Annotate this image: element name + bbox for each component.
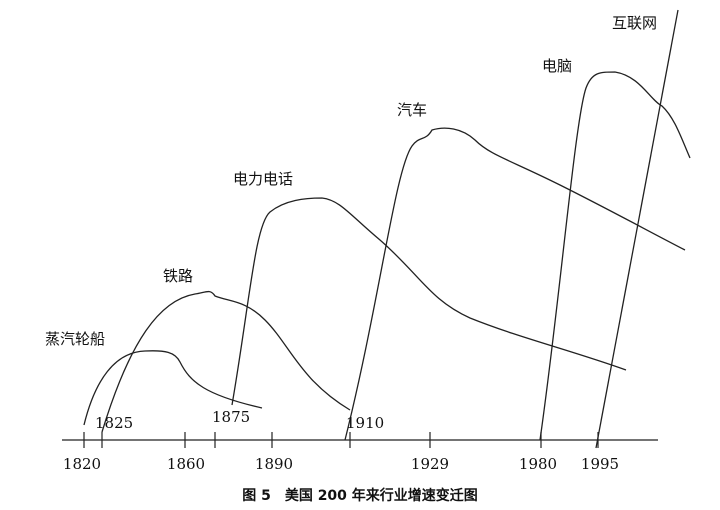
- curve-label: 互联网: [612, 14, 657, 32]
- axis-label: 1929: [411, 455, 449, 473]
- curve-label: 电力电话: [233, 170, 293, 188]
- axis-label: 1820: [63, 455, 101, 473]
- railway-curve: [101, 290, 351, 433]
- start-label: 1910: [346, 414, 384, 432]
- curve-label: 蒸汽轮船: [45, 330, 105, 348]
- axis-label: 1980: [519, 455, 557, 473]
- internet-curve: [595, 9, 679, 449]
- computer-curve: [539, 71, 691, 441]
- auto-curve: [344, 127, 686, 441]
- electric-curve: [231, 197, 627, 406]
- start-label: 1875: [212, 408, 250, 426]
- steamship-curve: [83, 350, 263, 426]
- axis-label: 1860: [167, 455, 205, 473]
- caption: 图 5 美国 200 年来行业增速变迁图: [242, 487, 478, 504]
- start-label: 1825: [95, 414, 133, 432]
- axis-ticks: [83, 432, 599, 448]
- axis-label: 1995: [581, 455, 619, 473]
- curve-label: 汽车: [397, 101, 427, 119]
- axis-label: 1890: [255, 455, 293, 473]
- curve-label: 铁路: [163, 267, 193, 285]
- curve-label: 电脑: [542, 57, 572, 75]
